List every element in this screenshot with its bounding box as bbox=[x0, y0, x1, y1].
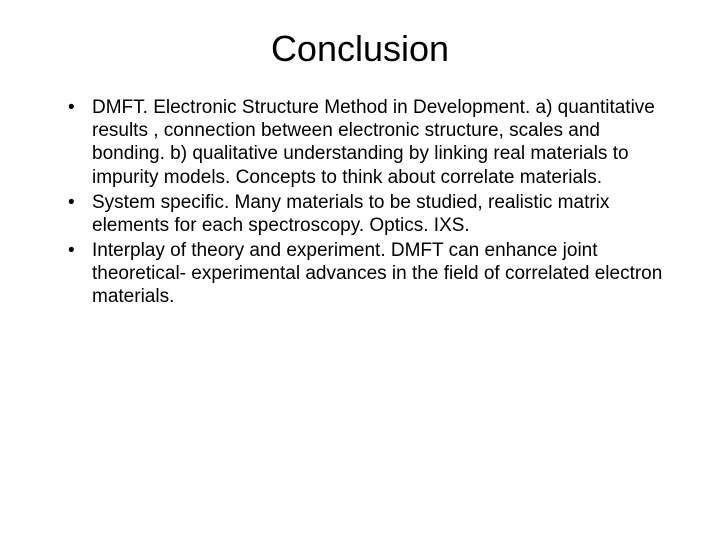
bullet-item: System specific. Many materials to be st… bbox=[68, 191, 670, 237]
bullet-list: DMFT. Electronic Structure Method in Dev… bbox=[50, 96, 670, 309]
slide-container: Conclusion DMFT. Electronic Structure Me… bbox=[0, 0, 720, 540]
bullet-item: Interplay of theory and experiment. DMFT… bbox=[68, 239, 670, 309]
bullet-item: DMFT. Electronic Structure Method in Dev… bbox=[68, 96, 670, 189]
slide-title: Conclusion bbox=[50, 28, 670, 70]
